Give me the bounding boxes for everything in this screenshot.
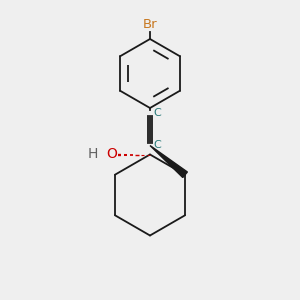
Text: C: C xyxy=(154,107,161,118)
Polygon shape xyxy=(150,146,188,178)
Text: C: C xyxy=(154,140,161,151)
Text: Br: Br xyxy=(143,18,157,31)
Text: O: O xyxy=(106,148,117,161)
Text: H: H xyxy=(88,148,98,161)
